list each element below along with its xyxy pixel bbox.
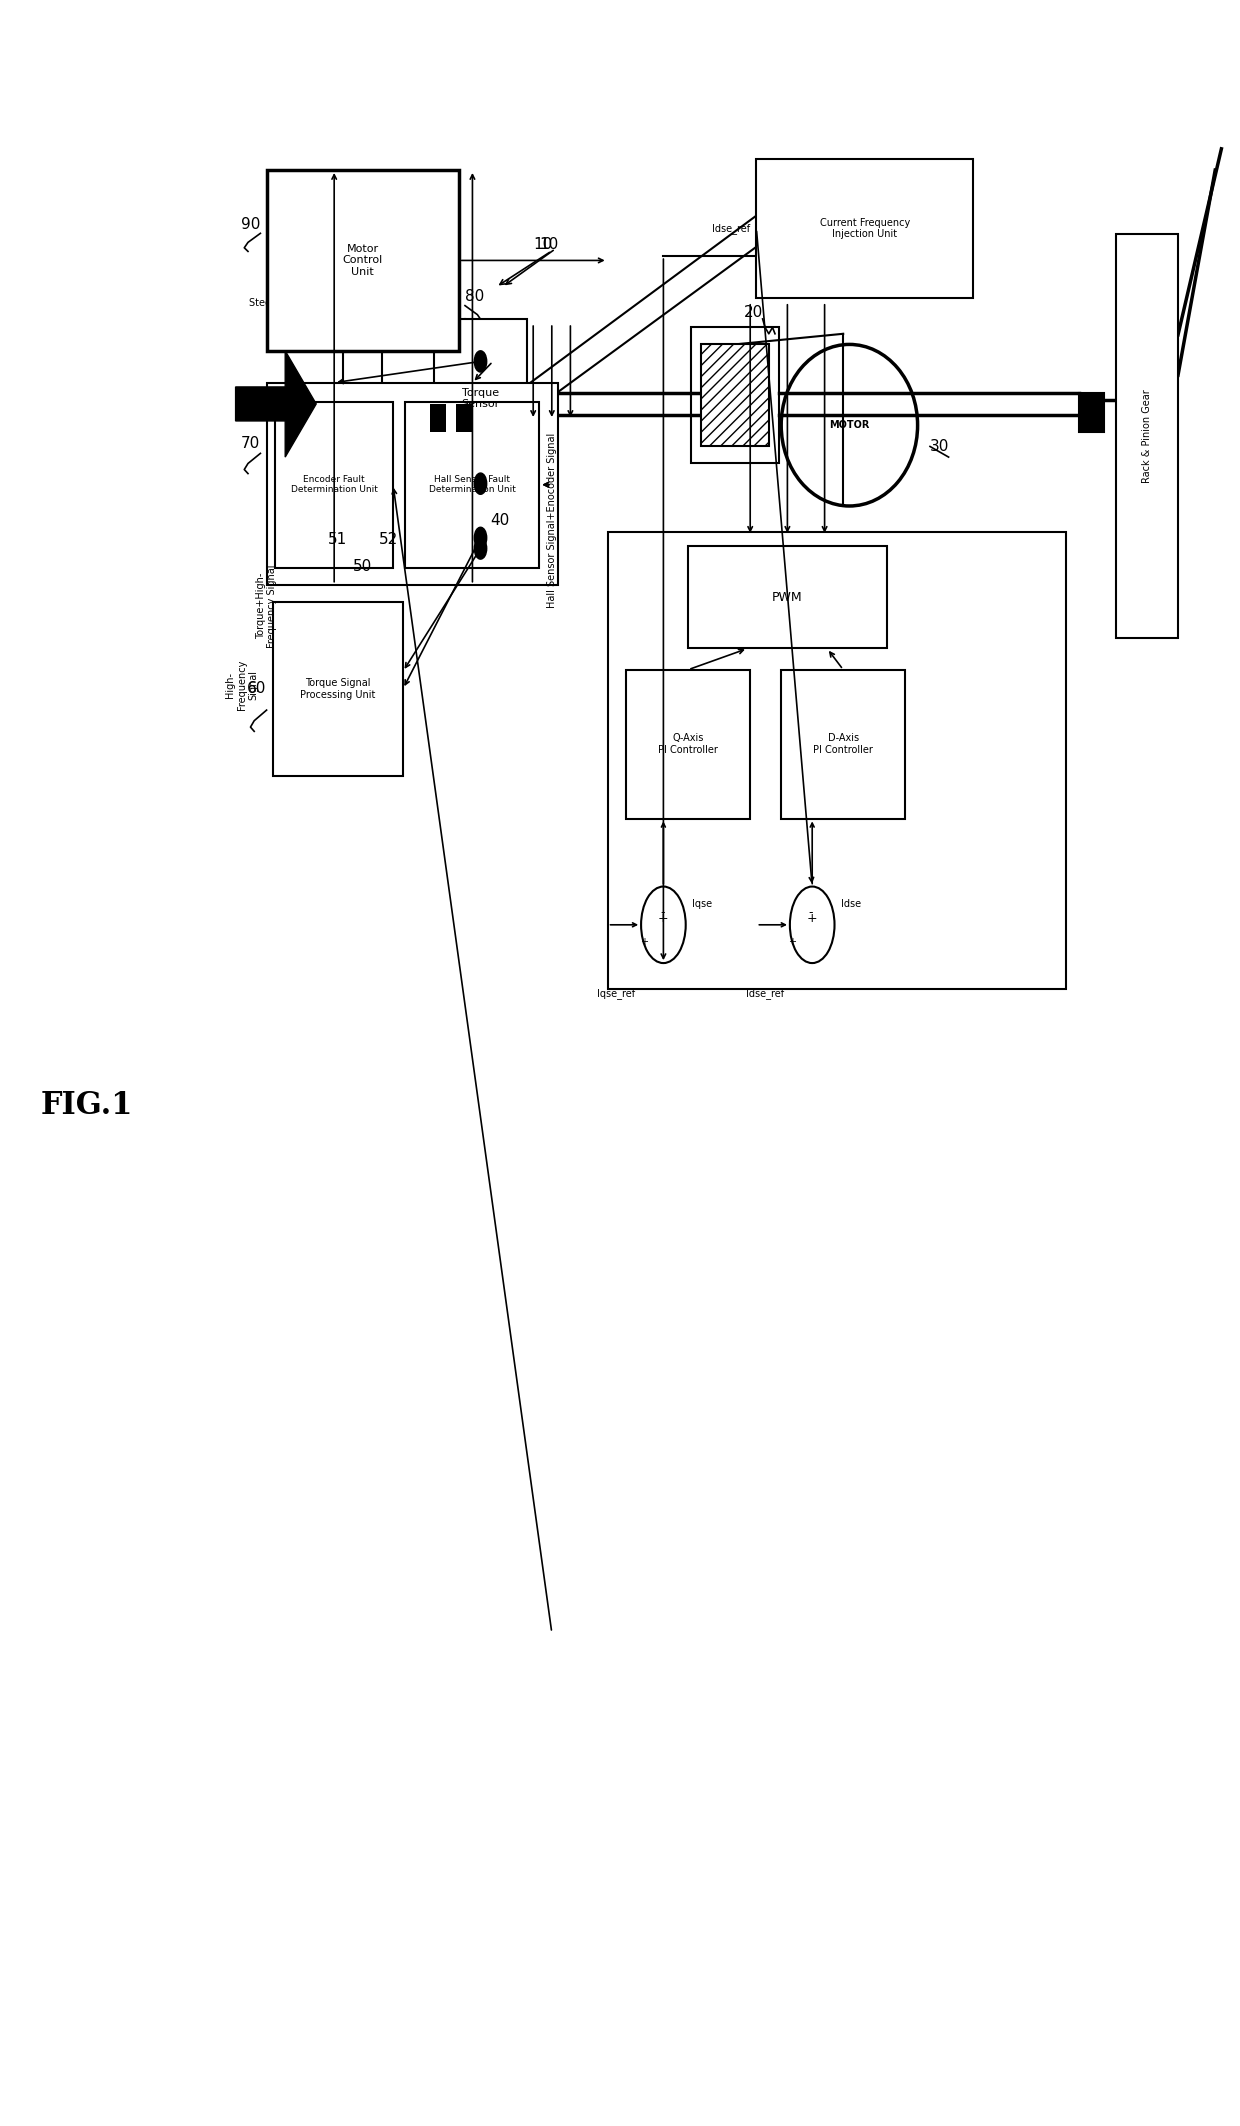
- Text: Idse_ref: Idse_ref: [712, 223, 750, 234]
- Polygon shape: [236, 351, 316, 457]
- Text: Hall Sensor Fault
Determination Unit: Hall Sensor Fault Determination Unit: [429, 474, 516, 495]
- Text: Hall Sensor Signal+Enocoder Signal: Hall Sensor Signal+Enocoder Signal: [547, 434, 557, 608]
- FancyBboxPatch shape: [434, 319, 527, 478]
- FancyBboxPatch shape: [701, 344, 769, 446]
- Text: Steering wheel: Steering wheel: [248, 298, 322, 308]
- Text: 80: 80: [465, 289, 485, 304]
- Text: +: +: [807, 912, 817, 925]
- Text: 60: 60: [247, 680, 267, 697]
- Text: 10: 10: [539, 236, 559, 253]
- Text: 52: 52: [378, 532, 398, 546]
- Text: Torque
Sensor: Torque Sensor: [461, 387, 500, 410]
- Circle shape: [474, 474, 486, 495]
- Text: Iqse_ref: Iqse_ref: [596, 989, 635, 999]
- FancyBboxPatch shape: [275, 402, 393, 568]
- Text: 50: 50: [353, 559, 372, 574]
- Text: Rack & Pinion Gear: Rack & Pinion Gear: [1142, 389, 1152, 483]
- FancyBboxPatch shape: [781, 670, 905, 819]
- Text: D-Axis
PI Controller: D-Axis PI Controller: [813, 733, 873, 755]
- Text: Iqse: Iqse: [692, 899, 712, 908]
- Text: Current Frequency
Injection Unit: Current Frequency Injection Unit: [820, 217, 910, 240]
- Text: Torque Signal
Processing Unit: Torque Signal Processing Unit: [300, 678, 376, 699]
- FancyBboxPatch shape: [267, 170, 459, 351]
- Text: Q-Axis
PI Controller: Q-Axis PI Controller: [658, 733, 718, 755]
- Text: 51: 51: [327, 532, 347, 546]
- Text: High-
Frequency
Signal: High- Frequency Signal: [226, 659, 258, 710]
- Text: +: +: [658, 912, 668, 925]
- Text: 20: 20: [744, 304, 764, 321]
- Text: -: -: [660, 906, 665, 918]
- Text: +: +: [640, 938, 647, 946]
- FancyBboxPatch shape: [1116, 234, 1178, 638]
- FancyBboxPatch shape: [405, 402, 539, 568]
- Circle shape: [474, 527, 486, 549]
- Text: 10: 10: [533, 236, 553, 253]
- FancyBboxPatch shape: [430, 404, 446, 432]
- Text: Idse: Idse: [841, 899, 861, 908]
- FancyBboxPatch shape: [688, 546, 887, 648]
- Text: MOTOR: MOTOR: [830, 421, 869, 429]
- Text: 40: 40: [490, 512, 510, 529]
- Text: 30: 30: [930, 438, 950, 455]
- FancyBboxPatch shape: [273, 602, 403, 776]
- Circle shape: [474, 538, 486, 559]
- Text: 90: 90: [241, 217, 260, 232]
- FancyBboxPatch shape: [456, 404, 472, 432]
- Text: Torque+High-
Frequency Signal: Torque+High- Frequency Signal: [255, 563, 278, 648]
- Text: +: +: [789, 938, 796, 946]
- Text: Encoder Fault
Determination Unit: Encoder Fault Determination Unit: [290, 474, 378, 495]
- Text: Idse_ref: Idse_ref: [745, 989, 784, 999]
- Text: -: -: [808, 906, 813, 918]
- Text: FIG.1: FIG.1: [41, 1091, 133, 1120]
- Text: 70: 70: [241, 436, 260, 451]
- FancyBboxPatch shape: [608, 532, 1066, 989]
- FancyBboxPatch shape: [626, 670, 750, 819]
- Text: PWM: PWM: [773, 591, 802, 604]
- FancyBboxPatch shape: [267, 383, 558, 585]
- Text: Motor
Control
Unit: Motor Control Unit: [342, 244, 383, 276]
- FancyBboxPatch shape: [756, 159, 973, 298]
- FancyBboxPatch shape: [1079, 393, 1104, 432]
- Circle shape: [474, 351, 486, 372]
